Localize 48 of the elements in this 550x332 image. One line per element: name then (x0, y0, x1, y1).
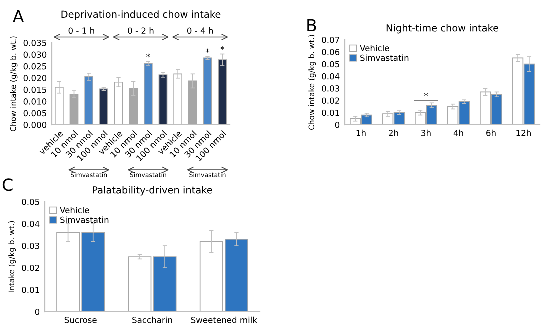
x-tick-label: Sucrose (64, 317, 97, 324)
text: C (2, 178, 13, 192)
y-tick-label: 0.04 (22, 220, 40, 228)
y-tick-label: 0 (335, 122, 340, 128)
text: 0 - 2 h (128, 28, 154, 34)
y-tick-label: 0.04 (322, 73, 340, 80)
data-label: * (206, 48, 210, 53)
text: A (12, 10, 24, 22)
x-tick-label: Sweetened milk (191, 316, 258, 324)
y-tick-label: 0.000 (24, 122, 47, 128)
y-tick-label: 0.06 (322, 49, 340, 56)
data-label: * (146, 54, 150, 58)
y-tick-label: 0.025 (24, 63, 46, 70)
chart-title: Deprivation-induced chow intake (62, 10, 221, 20)
y-tick-label: 0.05 (322, 61, 340, 68)
y-tick-label: 0.015 (24, 86, 46, 94)
chart-title: Night-time chow intake (386, 24, 499, 34)
y-tick-label: 0.005 (24, 110, 46, 117)
data-label: * (220, 46, 224, 50)
legend-label: Vehicle (360, 45, 390, 52)
x-tick-label: Saccharin (132, 316, 172, 324)
text: B (308, 19, 316, 32)
annotation: * (424, 92, 428, 97)
text: 0 - 1 h (68, 28, 94, 34)
legend-label: Simvastatin (360, 54, 409, 62)
x-tick-label: 1h (356, 130, 366, 136)
x-tick-label: 3h (422, 130, 431, 136)
y-tick-label: 0.01 (322, 110, 340, 116)
y-tick-label: 0.010 (24, 98, 47, 105)
legend-label: Vehicle (60, 207, 90, 214)
y-tick-label: 0 (35, 308, 40, 316)
y-tick-label: 0.03 (322, 86, 340, 92)
y-tick-label: 0.07 (322, 36, 340, 44)
y-tick-label: 0.03 (22, 242, 40, 250)
y-tick-label: 0.035 (24, 40, 46, 46)
y-tick-label: 0.01 (22, 286, 40, 294)
text: 0 - 4 h (187, 28, 214, 34)
y-tick-label: 0.020 (24, 75, 47, 82)
x-tick-label: 2h (389, 130, 398, 136)
y-tick-label: 0.02 (22, 264, 40, 272)
chart-title: Palatability-driven intake (93, 186, 212, 196)
y-tick-label: 0.030 (24, 52, 47, 58)
x-tick-label: 4h (454, 130, 464, 136)
x-tick-label: 6h (486, 130, 496, 136)
legend-label: Simvastatin (60, 216, 109, 224)
y-tick-label: 0.05 (22, 198, 40, 206)
x-tick-label: 12h (516, 130, 531, 136)
y-tick-label: 0.02 (322, 98, 340, 104)
